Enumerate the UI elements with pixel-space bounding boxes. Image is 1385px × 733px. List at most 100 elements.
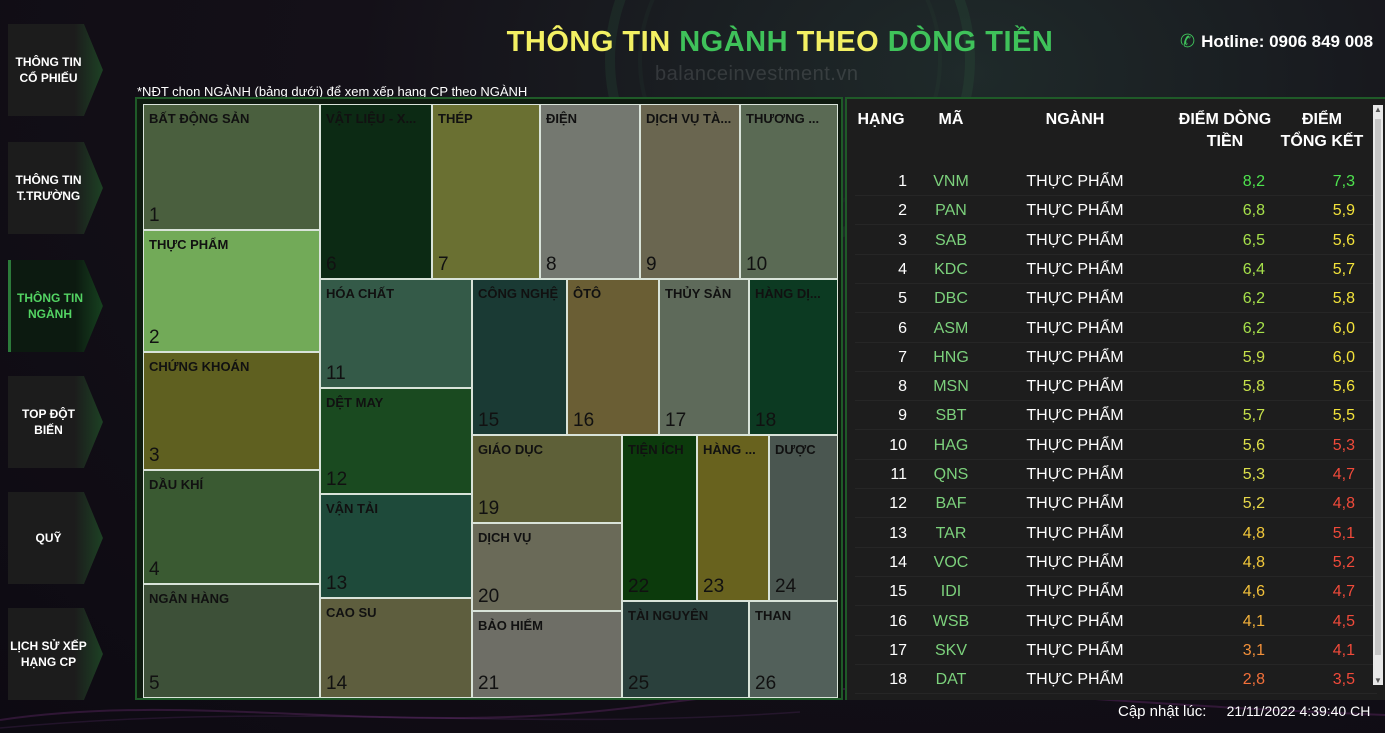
sector-tile[interactable]: CHỨNG KHOÁN 3 [143,352,320,470]
table-row[interactable]: 3 SAB THỰC PHẨM 6,5 5,6 [855,226,1377,255]
sector-tile[interactable]: ÔTÔ 16 [567,279,659,435]
table-row[interactable]: 11 QNS THỰC PHẨM 5,3 4,7 [855,460,1377,489]
rank-cell: 14 [889,553,907,571]
table-row[interactable]: 12 BAF THỰC PHẨM 5,2 4,8 [855,489,1377,519]
rank-cell: 18 [889,671,907,689]
sector-cell: THỰC PHẨM [1026,553,1124,571]
sector-tile[interactable]: DỆT MAY 12 [320,388,472,494]
total-score-cell: 4,7 [1332,466,1355,483]
sector-rank: 3 [149,445,160,466]
scroll-up-icon[interactable]: ▲ [1374,105,1382,114]
sidebar-item-label: QUỸ [35,531,62,545]
header-code[interactable]: MÃ [938,111,964,128]
sector-tile[interactable]: THƯƠNG ... 10 [740,104,838,279]
table-row[interactable]: 8 MSN THỰC PHẨM 5,8 5,6 [855,372,1377,402]
sidebar-item-label: TOP ĐỘT BIẾN [22,407,75,437]
table-row[interactable]: 18 DAT THỰC PHẨM 2,8 3,5 [855,665,1377,695]
code-cell: DAT [935,671,967,689]
rank-cell: 16 [889,612,907,630]
scroll-down-icon[interactable]: ▼ [1374,676,1382,685]
sidebar-item-2[interactable]: THÔNG TIN T.TRƯỜNG [8,142,103,234]
sector-tile[interactable]: CAO SU 14 [320,598,472,698]
sidebar-item-label: THÔNG TIN CỔ PHIẾU [15,55,82,85]
total-score-cell: 4,5 [1332,612,1355,630]
table-row[interactable]: 7 HNG THỰC PHẨM 5,9 6,0 [855,343,1377,372]
sidebar-item-4[interactable]: TOP ĐỘT BIẾN [8,376,103,468]
flow-score-cell: 6,5 [1242,231,1265,249]
flow-score-cell: 4,1 [1242,612,1265,630]
table-row[interactable]: 10 HAG THỰC PHẨM 5,6 5,3 [855,431,1377,460]
sector-tile[interactable]: TÀI NGUYÊN 25 [622,601,749,698]
sector-treemap: BẤT ĐỘNG SẢN 1 THỰC PHẨM 2 CHỨNG KHOÁN 3 DẦU K… [135,97,843,700]
sector-tile[interactable]: DẦU KHÍ 4 [143,470,320,584]
sector-tile[interactable]: GIÁO DỤC 19 [472,435,622,523]
sector-name: DẦU KHÍ [149,477,204,492]
rank-cell: 6 [898,319,907,337]
flow-score-cell: 5,3 [1242,466,1265,483]
sidebar-item-label: THÔNG TIN T.TRƯỜNG [15,173,82,203]
code-cell: HNG [933,348,969,366]
scroll-thumb[interactable] [1375,119,1381,655]
table-row[interactable]: 16 WSB THỰC PHẨM 4,1 4,5 [855,607,1377,636]
sector-tile[interactable]: THÉP 7 [432,104,540,279]
header-rank[interactable]: HẠNG [857,111,905,128]
table-row[interactable]: 1 VNM THỰC PHẨM 8,2 7,3 [855,167,1377,196]
header-flow-score[interactable]: ĐIỂM DÒNG TIỀN [1178,111,1272,150]
rank-cell: 3 [898,231,907,249]
total-score-cell: 5,8 [1332,290,1355,308]
sidebar-item-3[interactable]: THÔNG TIN NGÀNH [8,260,103,352]
flow-score-cell: 6,8 [1242,202,1265,220]
sidebar-item-5[interactable]: QUỸ [8,492,103,584]
code-cell: KDC [934,260,968,278]
table-scrollbar[interactable]: ▲ ▼ [1373,105,1383,685]
table-row[interactable]: 17 SKV THỰC PHẨM 3,1 4,1 [855,636,1377,665]
table-row[interactable]: 9 SBT THỰC PHẨM 5,7 5,5 [855,401,1377,431]
sector-tile[interactable]: THỦY SẢN 17 [659,279,749,435]
flow-score-cell: 5,6 [1242,436,1265,454]
sidebar-item-1[interactable]: THÔNG TIN CỔ PHIẾU [8,24,103,116]
sector-tile[interactable]: THAN 26 [749,601,838,698]
title-part: DÒNG TIỀN [887,26,1054,58]
sector-tile[interactable]: NGÂN HÀNG 5 [143,584,320,698]
rank-cell: 7 [898,348,907,366]
hotline-text: Hotline: 0906 849 008 [1201,31,1374,51]
sector-tile[interactable]: ĐIỆN 8 [540,104,640,279]
sector-tile[interactable]: DỊCH VỤ TÀ... 9 [640,104,740,279]
table-row[interactable]: 2 PAN THỰC PHẨM 6,8 5,9 [855,196,1377,226]
table-row[interactable]: 15 IDI THỰC PHẨM 4,6 4,7 [855,577,1377,607]
sector-rank: 16 [573,410,595,431]
flow-score-cell: 4,8 [1242,524,1265,542]
code-cell: TAR [935,524,967,542]
table-row[interactable]: 14 VOC THỰC PHẨM 4,8 5,2 [855,548,1377,577]
total-score-cell: 4,8 [1332,495,1355,513]
sector-tile[interactable]: BẢO HIỂM 21 [472,611,622,698]
sector-tile[interactable]: THỰC PHẨM 2 [143,230,320,352]
table-row[interactable]: 4 KDC THỰC PHẨM 6,4 5,7 [855,255,1377,284]
rank-cell: 10 [889,436,907,454]
sector-tile[interactable]: TIỆN ÍCH 22 [622,435,697,601]
sector-name: ĐIỆN [546,111,578,126]
sidebar-item-6[interactable]: LỊCH SỬ XẾP HẠNG CP [8,608,103,700]
sector-tile[interactable]: VẬT LIỆU - X... 6 [320,104,432,279]
sector-tile[interactable]: CÔNG NGHỆ 15 [472,279,567,435]
sector-rank: 4 [149,559,160,580]
sector-cell: THỰC PHẨM [1026,641,1124,659]
sector-tile[interactable]: VẬN TẢI 13 [320,494,472,598]
sector-tile[interactable]: BẤT ĐỘNG SẢN 1 [143,104,320,230]
sector-tile[interactable]: HÀNG ... 23 [697,435,769,601]
sector-tile[interactable]: DƯỢC 24 [769,435,838,601]
code-cell: DBC [934,290,968,308]
sector-tile[interactable]: HÀNG DỊ... 18 [749,279,838,435]
table-row[interactable]: 13 TAR THỰC PHẨM 4,8 5,1 [855,519,1377,548]
sector-cell: THỰC PHẨM [1026,436,1124,454]
table-row[interactable]: 5 DBC THỰC PHẨM 6,2 5,8 [855,284,1377,314]
sector-tile[interactable]: HÓA CHẤT 11 [320,279,472,388]
flow-score-cell: 6,2 [1242,319,1265,337]
header-sector[interactable]: NGÀNH [1045,111,1105,128]
code-cell: BAF [935,495,967,513]
sector-tile[interactable]: DỊCH VỤ 20 [472,523,622,611]
flow-score-cell: 6,4 [1242,260,1265,278]
header-total-score[interactable]: ĐIỂM TỔNG KẾT [1280,111,1364,150]
table-row[interactable]: 6 ASM THỰC PHẨM 6,2 6,0 [855,314,1377,343]
sidebar-item-label: LỊCH SỬ XẾP HẠNG CP [10,639,87,669]
